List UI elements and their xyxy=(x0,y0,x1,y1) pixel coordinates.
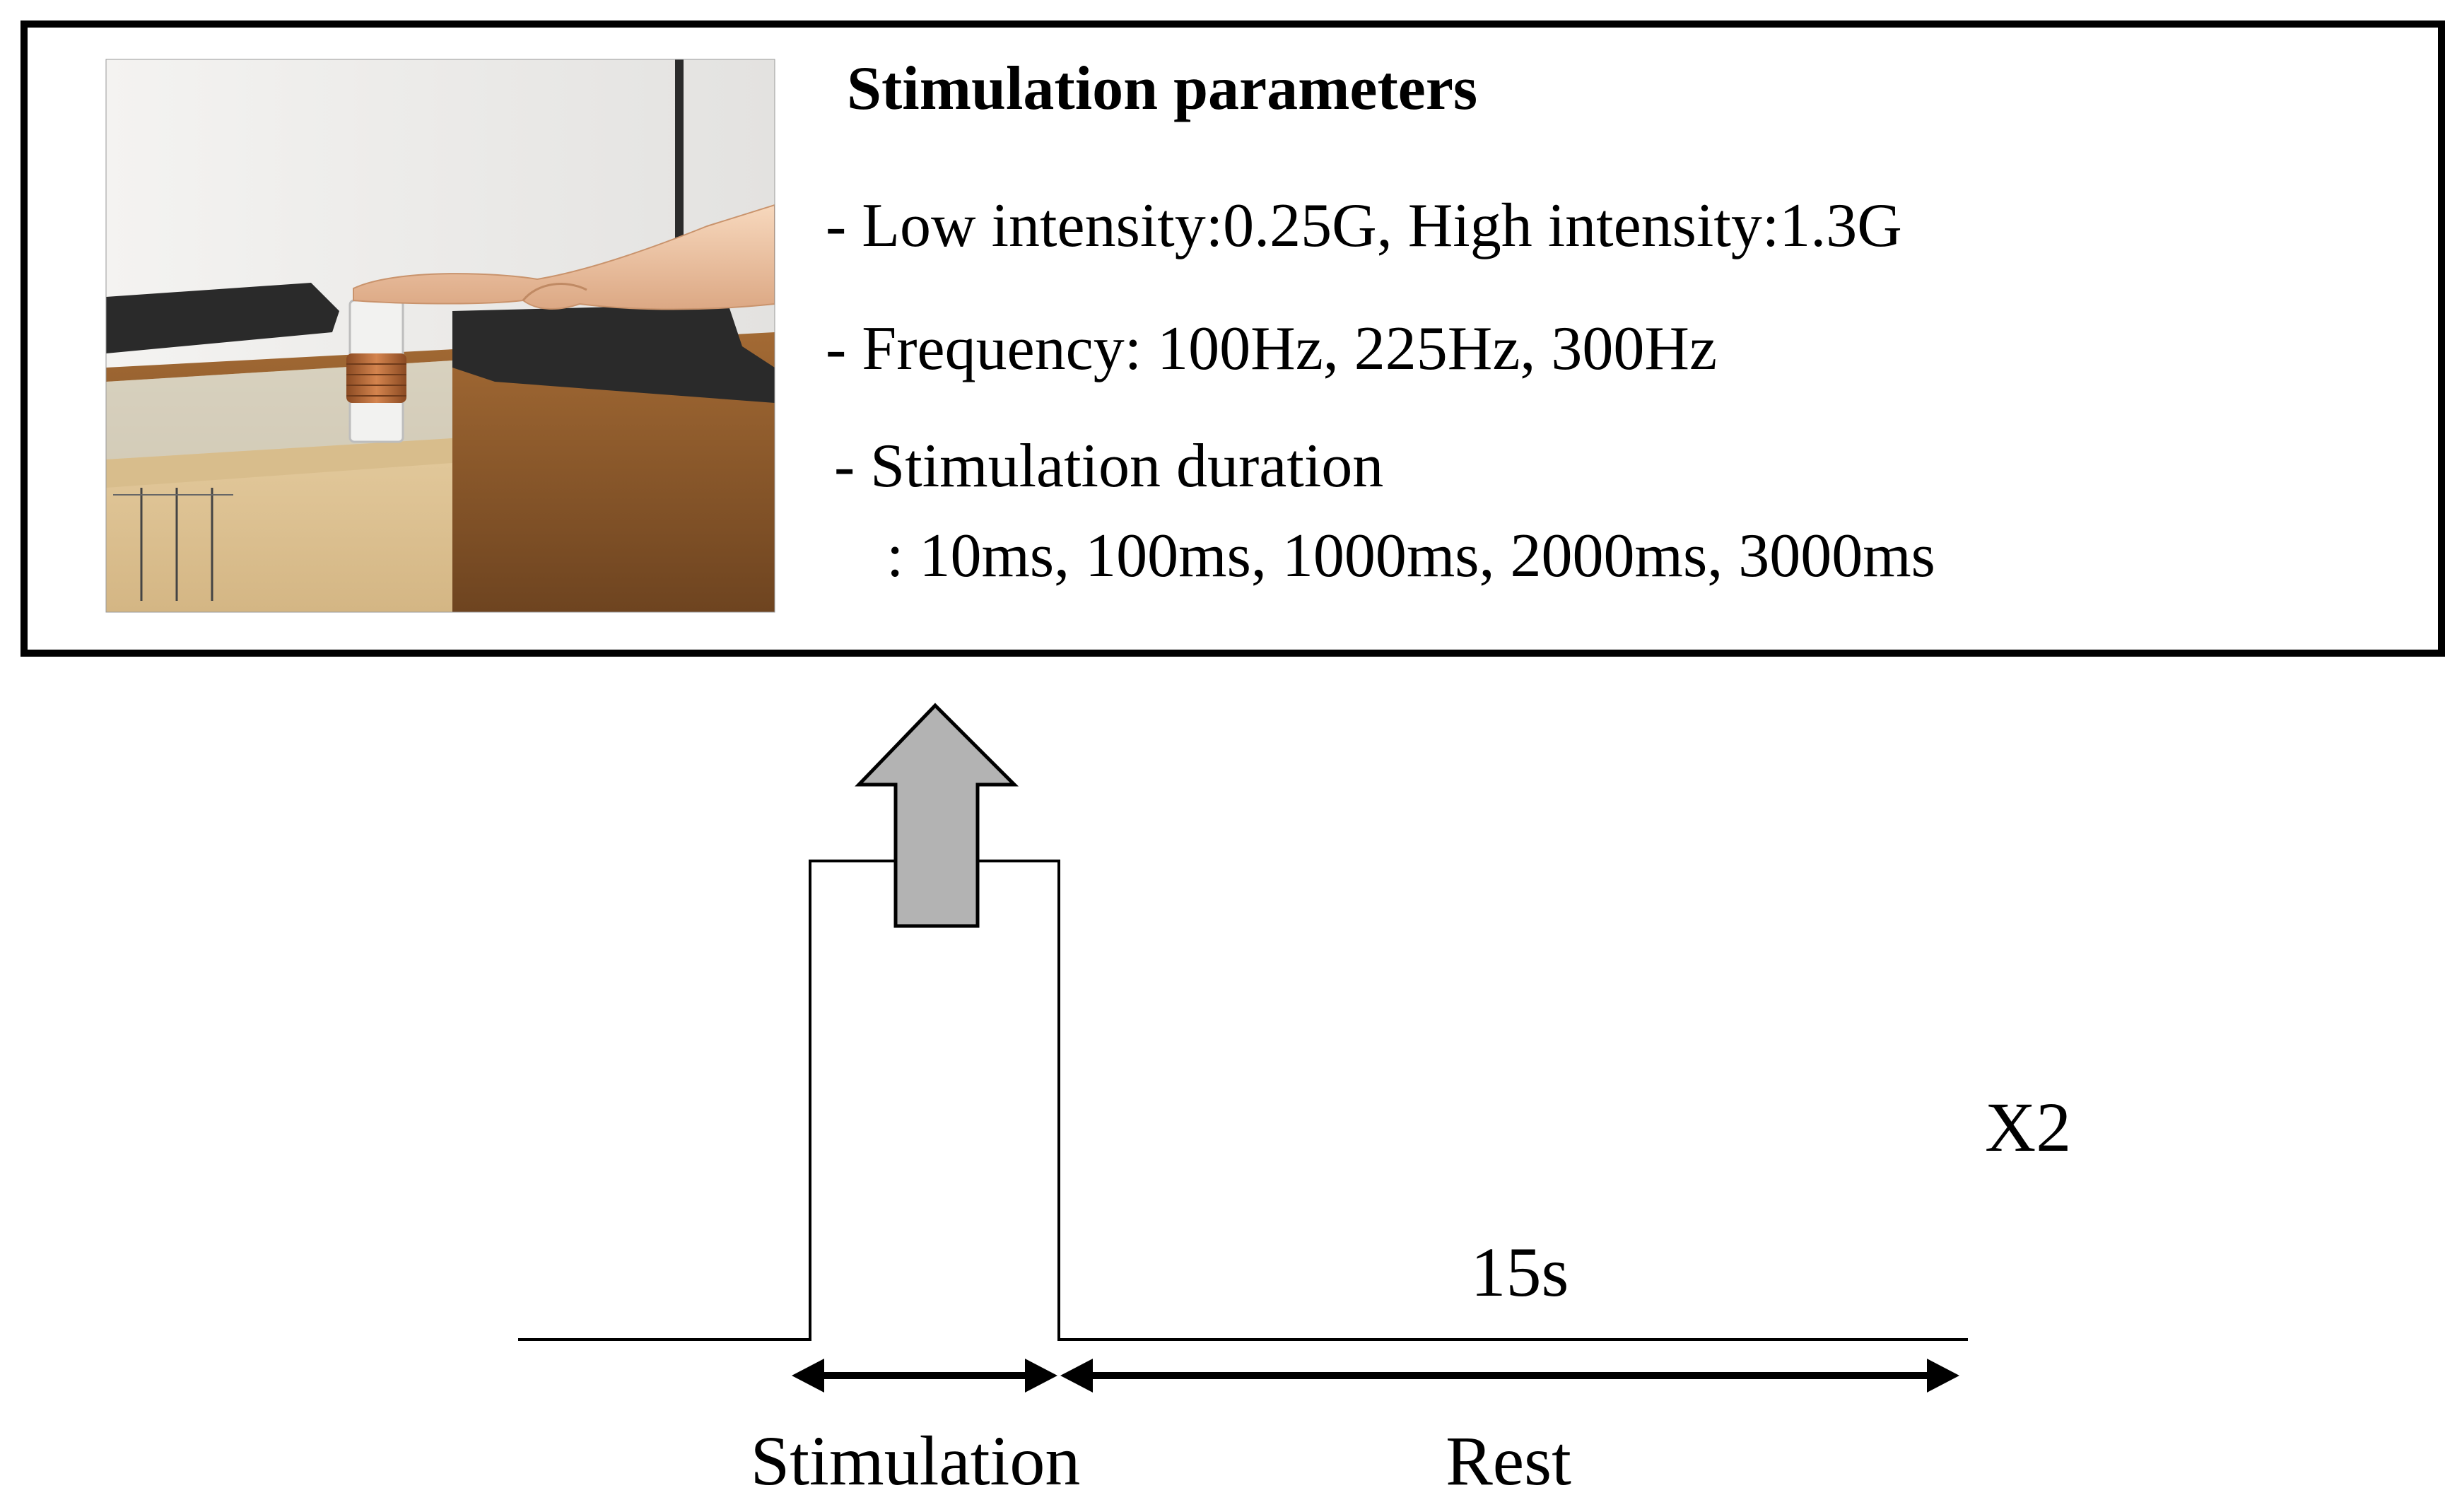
rest-duration-label: 15s xyxy=(1471,1233,1569,1311)
repeat-label: X2 xyxy=(1985,1088,2071,1166)
stimulation-pulse xyxy=(518,860,896,1341)
stimulus-arrow-icon xyxy=(855,703,1019,928)
parameters-title: Stimulation parameters xyxy=(847,54,1477,123)
stimulation-pulse-right xyxy=(978,860,1968,1341)
parameter-intensity: - Low intensity:0.25G, High intensity:1.… xyxy=(826,192,1902,260)
apparatus-photo xyxy=(106,59,775,612)
stimulation-span-arrow xyxy=(792,1359,1057,1393)
stimulation-label: Stimulation xyxy=(751,1422,1081,1500)
timeline: X2 15s Stimulation Rest xyxy=(518,703,2071,1500)
parameters-panel: Stimulation parameters - Low intensity:0… xyxy=(20,20,2445,657)
rest-label: Rest xyxy=(1446,1422,1571,1500)
parameter-frequency: - Frequency: 100Hz, 225Hz, 300Hz xyxy=(826,315,1717,383)
rest-span-arrow xyxy=(1060,1359,1959,1393)
parameter-duration-values: : 10ms, 100ms, 1000ms, 2000ms, 3000ms xyxy=(886,522,1935,590)
parameter-duration-heading: - Stimulation duration xyxy=(834,432,1383,500)
